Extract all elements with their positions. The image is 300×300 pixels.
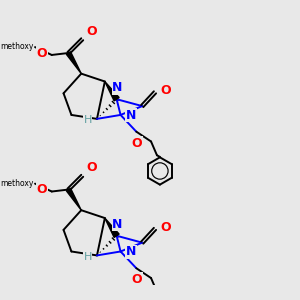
Text: H: H <box>83 252 92 262</box>
Text: N: N <box>112 81 123 94</box>
Text: N: N <box>126 245 136 258</box>
Text: methoxy: methoxy <box>0 178 34 188</box>
Text: O: O <box>86 25 97 38</box>
Text: H: H <box>83 115 92 125</box>
Polygon shape <box>105 218 119 237</box>
Text: O: O <box>86 161 97 174</box>
Text: N: N <box>112 218 123 231</box>
Text: O: O <box>131 136 142 150</box>
Polygon shape <box>105 82 119 101</box>
Polygon shape <box>66 52 81 74</box>
Text: O: O <box>37 183 47 196</box>
Polygon shape <box>66 188 81 210</box>
Text: N: N <box>126 109 136 122</box>
Text: methoxy: methoxy <box>0 42 34 51</box>
Text: O: O <box>131 273 142 286</box>
Text: O: O <box>160 85 170 98</box>
Text: O: O <box>37 46 47 60</box>
Text: O: O <box>160 221 170 234</box>
